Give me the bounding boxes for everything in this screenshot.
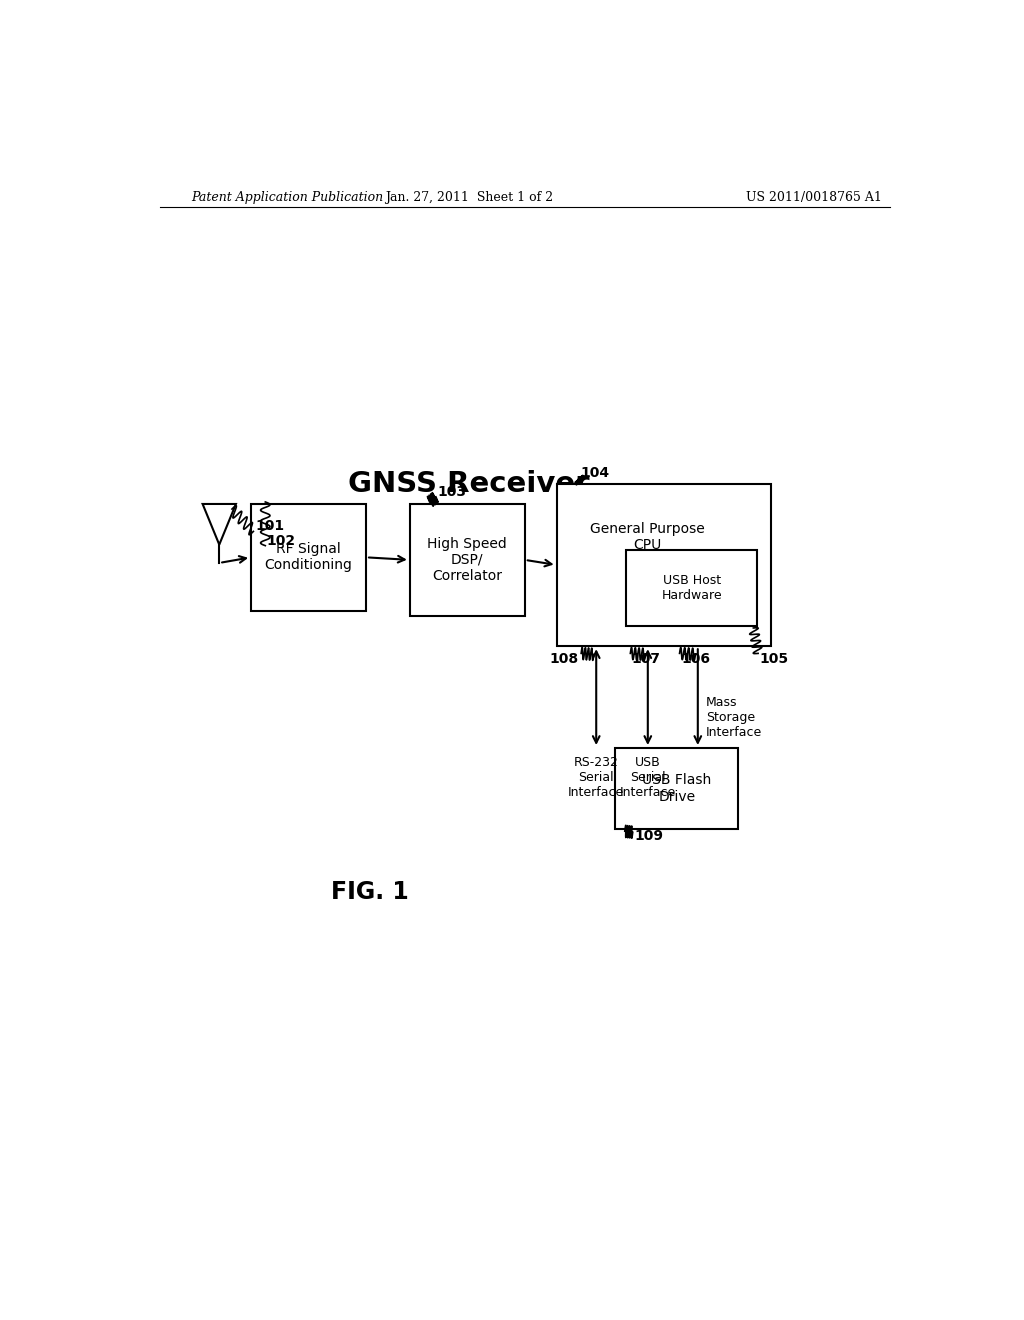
Text: 106: 106: [681, 652, 710, 667]
Bar: [627, 549, 758, 626]
Text: US 2011/0018765 A1: US 2011/0018765 A1: [746, 190, 882, 203]
Text: USB Host
Hardware: USB Host Hardware: [662, 574, 722, 602]
Text: USB Flash
Drive: USB Flash Drive: [642, 774, 712, 804]
Bar: [557, 483, 771, 647]
Text: 101: 101: [255, 519, 284, 533]
Text: FIG. 1: FIG. 1: [331, 880, 409, 904]
Text: 104: 104: [581, 466, 609, 480]
Text: General Purpose
CPU: General Purpose CPU: [591, 523, 706, 553]
Text: RS-232
Serial
Interface: RS-232 Serial Interface: [568, 756, 625, 799]
Text: High Speed
DSP/
Correlator: High Speed DSP/ Correlator: [427, 537, 507, 583]
Bar: [251, 504, 367, 611]
Text: RF Signal
Conditioning: RF Signal Conditioning: [264, 543, 352, 573]
Bar: [410, 504, 525, 615]
Bar: [615, 748, 738, 829]
Text: 102: 102: [267, 533, 296, 548]
Text: 105: 105: [760, 652, 788, 667]
Text: Mass
Storage
Interface: Mass Storage Interface: [706, 696, 762, 739]
Text: GNSS Receiver: GNSS Receiver: [348, 470, 590, 498]
Text: Patent Application Publication: Patent Application Publication: [191, 190, 384, 203]
Text: USB
Serial
Interface: USB Serial Interface: [620, 756, 676, 799]
Text: 109: 109: [634, 829, 664, 843]
Text: 103: 103: [437, 484, 467, 499]
Text: 107: 107: [632, 652, 660, 667]
Text: 108: 108: [550, 652, 579, 667]
Text: Jan. 27, 2011  Sheet 1 of 2: Jan. 27, 2011 Sheet 1 of 2: [385, 190, 553, 203]
